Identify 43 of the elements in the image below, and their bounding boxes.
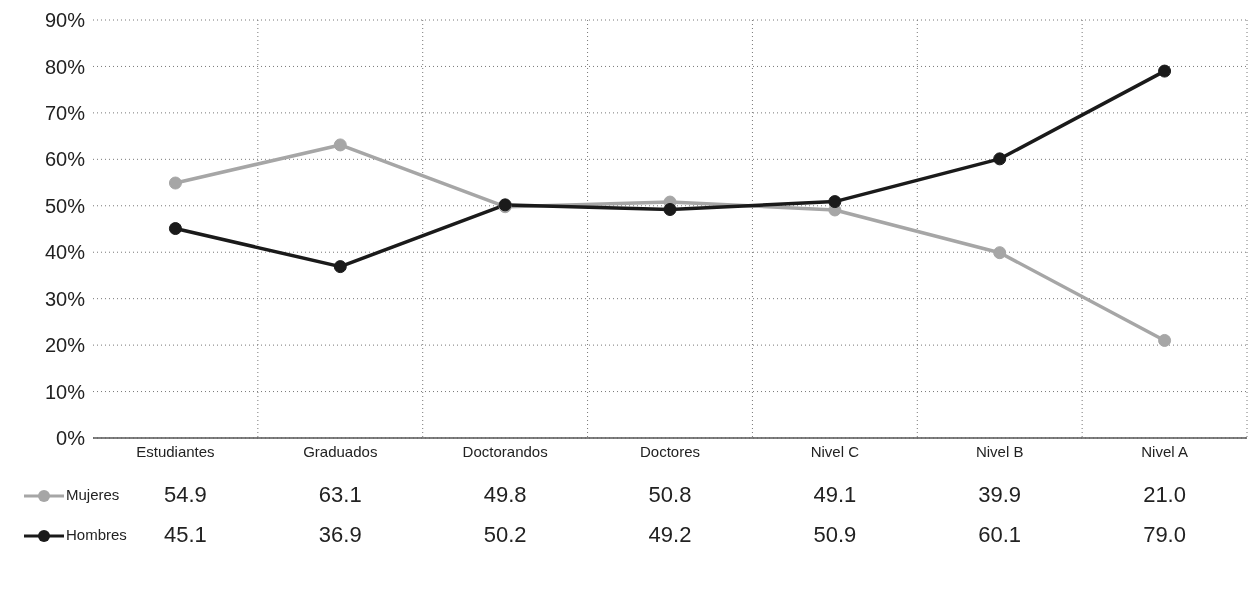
data-label: 21.0: [1142, 482, 1187, 508]
data-label: 39.9: [977, 482, 1023, 508]
data-label: 63.1: [317, 482, 363, 508]
y-tick-label: 80%: [44, 55, 86, 78]
data-label: 60.1: [977, 522, 1023, 548]
y-tick-label: 20%: [44, 334, 86, 357]
legend-label: Hombres: [66, 526, 127, 543]
data-label: 49.8: [482, 482, 528, 508]
point: [993, 152, 1007, 166]
y-tick-label: 70%: [44, 101, 86, 124]
point: [663, 202, 677, 216]
data-label: 50.9: [812, 522, 858, 548]
y-tick-label: 60%: [44, 148, 86, 171]
data-label: 50.2: [482, 522, 528, 548]
y-tick-label: 90%: [44, 9, 86, 32]
point: [168, 176, 182, 190]
y-tick-label: 40%: [44, 241, 86, 264]
y-tick-label: 0%: [56, 427, 86, 450]
x-tick-label: Graduados: [303, 442, 378, 460]
data-label: 50.8: [647, 482, 693, 508]
point: [333, 260, 347, 274]
point: [1158, 333, 1172, 347]
data-label: 49.1: [812, 482, 858, 508]
point: [828, 195, 842, 209]
point: [993, 246, 1007, 260]
point: [1158, 64, 1172, 78]
y-tick-label: 10%: [44, 380, 86, 403]
x-tick-label: Nivel C: [810, 442, 860, 460]
x-tick-label: Nivel A: [1141, 442, 1188, 460]
data-label: 45.1: [163, 522, 208, 548]
x-tick-label: Doctores: [639, 442, 701, 460]
data-label: 36.9: [317, 522, 363, 548]
y-tick-label: 50%: [44, 194, 86, 217]
point: [333, 138, 347, 152]
data-label: 49.2: [647, 522, 693, 548]
point: [168, 222, 182, 236]
x-tick-label: Nivel B: [975, 442, 1024, 460]
x-tick-label: Doctorandos: [462, 442, 548, 460]
x-tick-label: Estudiantes: [136, 442, 215, 460]
legend-label: Mujeres: [66, 486, 120, 503]
data-label: 54.9: [163, 482, 208, 508]
y-tick-label: 30%: [44, 287, 86, 310]
data-label: 79.0: [1142, 522, 1187, 548]
